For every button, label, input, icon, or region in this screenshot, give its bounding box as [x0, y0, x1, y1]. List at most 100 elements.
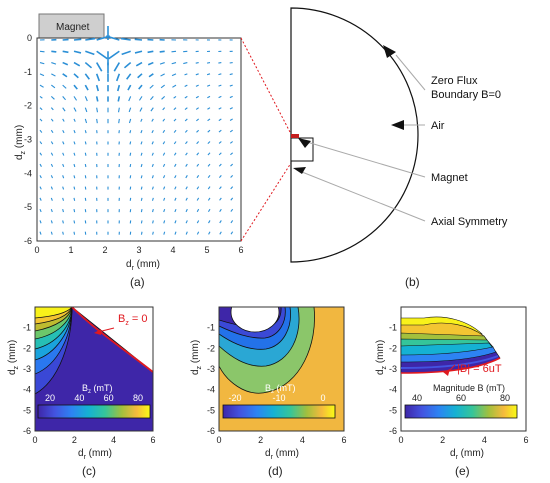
field-arrow [73, 96, 78, 101]
field-arrow [134, 38, 143, 41]
field-arrow [138, 96, 143, 101]
field-arrow [108, 50, 120, 60]
colorbar-ticks-d: -20 -10 0 [228, 393, 325, 403]
x-axis-label: dr (mm) [126, 259, 160, 272]
field-arrow [95, 84, 100, 92]
field-arrow [218, 129, 222, 133]
field-arrow [208, 220, 211, 224]
panel-e: |B| = 6uT Magnitude B (mT) 40 60 80 0 2 4 6 -… [375, 306, 529, 478]
annotation-arrowhead-c [94, 329, 101, 335]
arrowhead-zero-flux [383, 45, 396, 58]
field-arrow [39, 50, 45, 53]
y-tick-label: -6 [23, 426, 31, 436]
field-arrow [121, 50, 131, 56]
x-tick-labels-e: 0 2 4 6 [398, 435, 528, 445]
field-arrow [39, 118, 43, 122]
y-tick-label: -1 [207, 323, 215, 333]
field-arrow [138, 84, 143, 90]
field-arrow [84, 175, 87, 179]
colorbar-e [404, 404, 518, 419]
field-arrow [196, 175, 200, 179]
x-tick-labels-c: 0 2 4 6 [32, 435, 155, 445]
field-arrow [218, 107, 222, 110]
field-arrow [152, 231, 154, 235]
field-arrow [140, 220, 143, 224]
field-arrow [96, 107, 99, 113]
panel-label-a: (a) [130, 275, 145, 289]
field-arrow [105, 35, 120, 41]
x-tick-label: 0 [32, 435, 37, 445]
x-axis-label-c: dr (mm) [78, 448, 112, 461]
y-tick-label: -3 [389, 364, 397, 374]
field-arrow [196, 231, 200, 235]
field-arrow [73, 231, 76, 235]
x-tick-label: 2 [102, 245, 107, 255]
field-arrow [62, 209, 64, 213]
field-arrow [62, 107, 66, 112]
x-tick-label: 4 [111, 435, 116, 445]
field-arrow [140, 118, 143, 122]
quiver-plot-area [36, 37, 242, 242]
field-arrow [39, 141, 43, 145]
field-arrow [134, 50, 143, 54]
y-axis-label-d: dz (mm) [190, 340, 203, 375]
field-arrow [185, 152, 188, 156]
field-arrow [39, 175, 42, 179]
field-arrow [196, 186, 200, 190]
field-arrow [218, 84, 222, 87]
field-arrow [185, 197, 188, 201]
field-arrow [129, 130, 132, 134]
field-arrow [174, 163, 177, 167]
field-arrow [73, 84, 78, 90]
field-arrow [183, 62, 188, 65]
x-axis-label-e: dr (mm) [450, 448, 484, 461]
callout-magnet: Magnet [431, 172, 468, 184]
field-arrow [159, 50, 165, 53]
field-arrow [218, 163, 222, 167]
field-arrow [184, 95, 188, 99]
field-arrow [73, 61, 81, 67]
colorbar-ticks-e: 40 60 80 [412, 393, 510, 403]
y-tick-labels-d: -1 -2 -3 -4 -5 -6 [207, 323, 215, 436]
field-arrow [163, 208, 166, 213]
y-tick-label: -3 [24, 135, 32, 145]
x-tick-label: 0 [34, 245, 39, 255]
field-arrow [73, 141, 76, 145]
field-arrow [195, 73, 199, 76]
callout-zero-flux: Zero Flux [431, 75, 478, 87]
zoom-line-bottom [240, 162, 292, 242]
field-arrow [51, 84, 56, 89]
field-arrow [218, 95, 222, 99]
field-arrow [50, 175, 54, 179]
field-arrow [207, 208, 211, 213]
field-arrow [140, 130, 143, 134]
x-tick-label: 5 [204, 245, 209, 255]
field-arrow [174, 231, 177, 235]
field-arrow [39, 152, 43, 156]
x-tick-label: 6 [523, 435, 528, 445]
x-tick-label: 6 [150, 435, 155, 445]
field-arrow [115, 73, 121, 82]
field-arrow [162, 129, 166, 134]
field-arrow [229, 118, 233, 121]
field-arrow [230, 174, 234, 178]
field-arrow [39, 73, 45, 77]
x-tick-label: 6 [341, 435, 346, 445]
y-axis-label-c: dz (mm) [7, 340, 20, 375]
field-arrow [51, 62, 57, 65]
y-tick-labels-c: -1 -2 -3 -4 -5 -6 [23, 323, 31, 436]
y-tick-label: -2 [207, 343, 215, 353]
field-arrow [50, 220, 53, 224]
colorbar-title-e: Magnitude B (mT) [433, 383, 505, 393]
y-tick-label: -2 [389, 343, 397, 353]
field-arrow [196, 208, 200, 213]
field-arrow [229, 84, 233, 87]
colorbar-tick: -20 [228, 393, 241, 403]
field-arrow [207, 95, 211, 99]
field-arrow [230, 197, 234, 201]
field-arrow [207, 129, 211, 133]
arrowhead-axial [293, 167, 306, 174]
y-tick-label: -3 [207, 364, 215, 374]
